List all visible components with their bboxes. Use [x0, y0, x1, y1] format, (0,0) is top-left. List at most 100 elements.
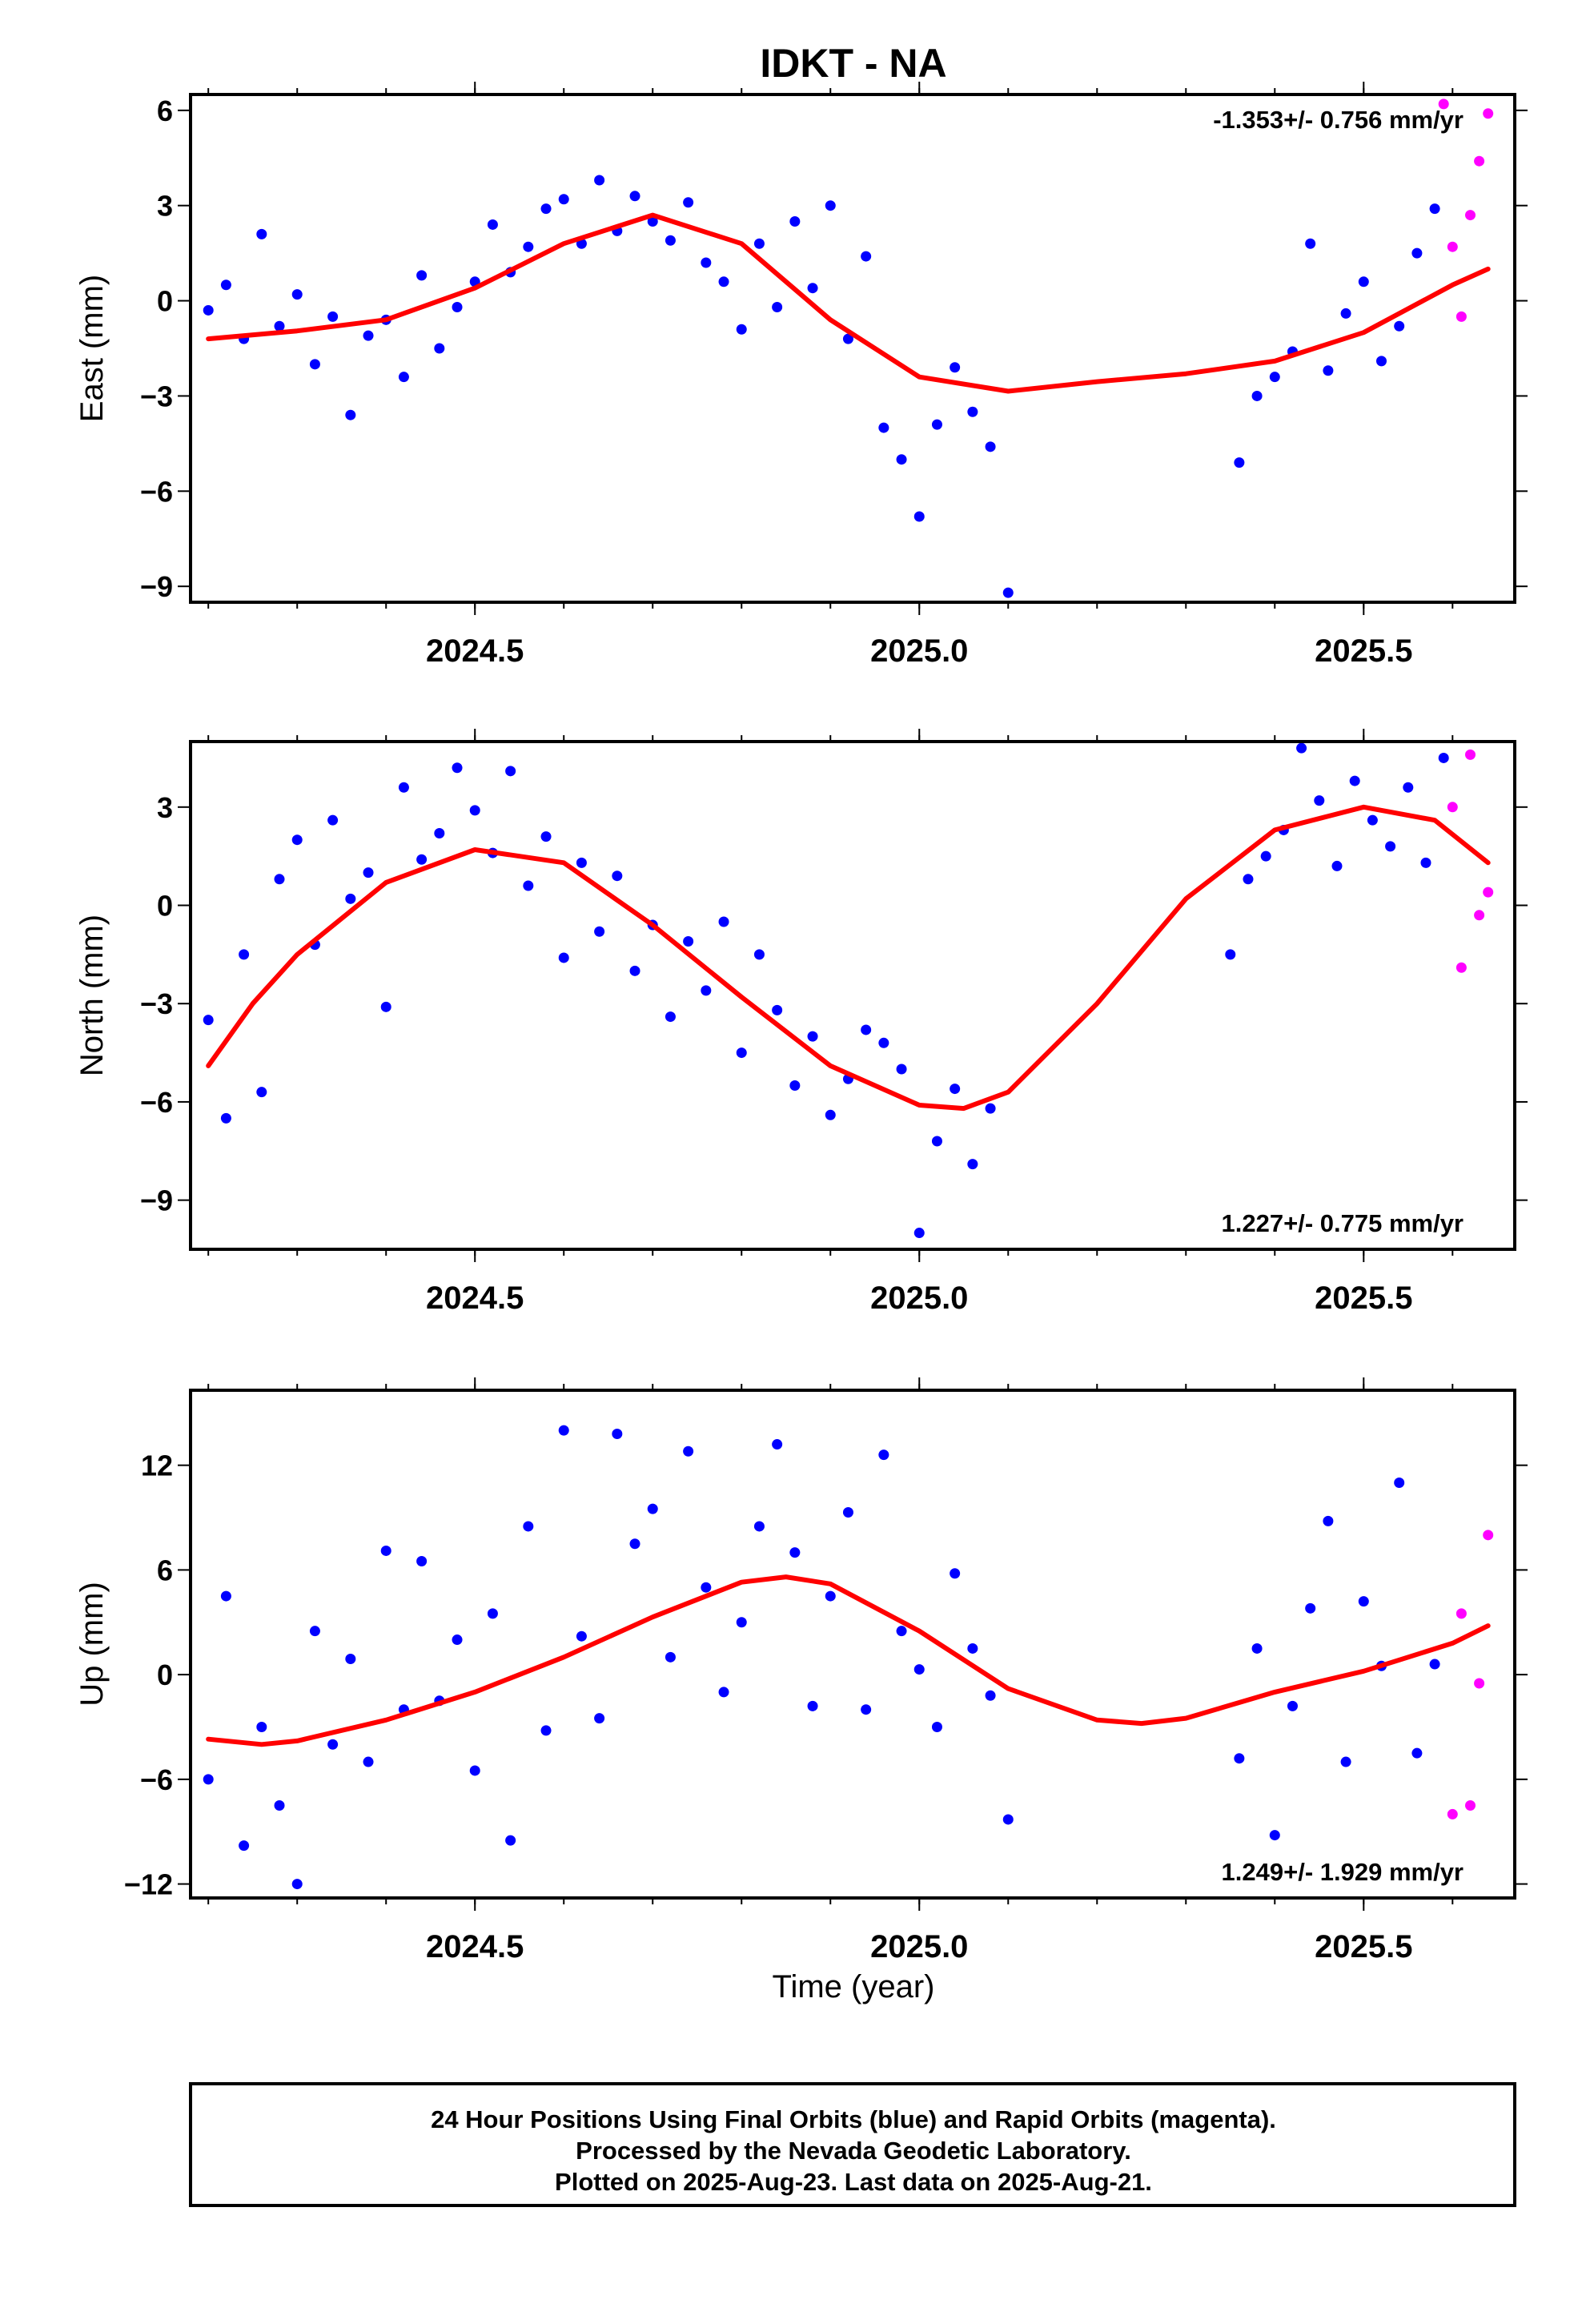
final-point — [291, 834, 303, 846]
final-point — [1411, 247, 1423, 259]
final-point — [416, 270, 428, 281]
panel-2: 2024.5 2025.0 2025.5 3 0 −3 −6 −9 North (mm) 1.22… — [74, 729, 1528, 1316]
final-point — [718, 276, 729, 287]
final-point — [842, 1507, 853, 1518]
final-point — [380, 1545, 391, 1556]
final-point — [1429, 1659, 1440, 1670]
final-point — [878, 422, 889, 433]
final-point — [594, 1713, 605, 1724]
data-points — [203, 742, 1494, 1239]
final-point — [789, 216, 801, 227]
final-point — [1394, 1477, 1405, 1488]
final-point — [950, 1568, 961, 1579]
final-point — [683, 197, 694, 208]
y-tick-label: −3 — [140, 987, 173, 1020]
rapid-point — [1474, 910, 1485, 921]
final-point — [701, 985, 712, 996]
final-point — [256, 1087, 267, 1098]
final-point — [931, 1136, 942, 1147]
final-point — [1429, 203, 1440, 215]
final-point — [1234, 457, 1245, 468]
final-point — [1331, 860, 1343, 871]
final-point — [239, 1840, 250, 1852]
final-point — [736, 1617, 747, 1628]
rapid-point — [1456, 1608, 1467, 1619]
final-point — [434, 343, 445, 354]
final-point — [896, 1063, 907, 1075]
final-point — [1002, 587, 1014, 598]
final-point — [256, 1721, 267, 1732]
plot-frame — [189, 740, 1516, 1251]
fit-line — [206, 1574, 1491, 1747]
y-tick-label: −6 — [140, 1086, 173, 1119]
final-point — [950, 362, 961, 373]
final-point — [540, 1725, 552, 1736]
final-point — [665, 235, 676, 246]
final-point — [1251, 1642, 1263, 1654]
fit-line — [206, 804, 1491, 1112]
final-point — [239, 949, 250, 960]
final-point — [523, 241, 534, 252]
final-point — [665, 1011, 676, 1023]
final-point — [825, 1109, 836, 1120]
final-point — [220, 1590, 231, 1602]
final-point — [558, 194, 569, 205]
final-point — [1394, 320, 1405, 332]
final-point — [327, 311, 339, 322]
final-point — [274, 874, 285, 885]
final-point — [1358, 276, 1369, 287]
final-point — [594, 175, 605, 186]
final-point — [701, 257, 712, 268]
y-axis-label: North (mm) — [74, 915, 110, 1076]
final-point — [825, 1590, 836, 1602]
final-point — [416, 854, 428, 865]
final-point — [1323, 365, 1334, 376]
final-point — [203, 304, 214, 316]
final-point — [363, 1756, 374, 1767]
final-point — [612, 1428, 623, 1439]
final-point — [1403, 782, 1414, 793]
final-point — [736, 1047, 747, 1059]
final-point — [985, 1103, 996, 1114]
rapid-point — [1483, 108, 1494, 119]
final-point — [1269, 372, 1280, 383]
final-point — [1305, 1602, 1316, 1614]
final-point — [398, 372, 409, 383]
final-point — [683, 936, 694, 947]
final-point — [1251, 390, 1263, 401]
final-point — [896, 454, 907, 465]
final-point — [913, 1664, 925, 1675]
x-tick-label: 2024.5 — [426, 1281, 524, 1316]
final-point — [629, 1538, 640, 1550]
final-point — [967, 406, 978, 417]
final-point — [612, 870, 623, 882]
panels-group: 2024.5 2025.0 2025.5 6 3 0 −3 −6 −9 East (mm) -1.3… — [74, 82, 1528, 1964]
rapid-point — [1438, 99, 1449, 110]
final-point — [807, 1031, 818, 1042]
rapid-point — [1456, 962, 1467, 973]
final-point — [274, 320, 285, 332]
final-point — [878, 1037, 889, 1048]
final-point — [309, 1626, 320, 1637]
rate-annotation: 1.249+/- 1.929 mm/yr — [1222, 1858, 1464, 1886]
x-tick-label: 2024.5 — [426, 633, 524, 669]
final-point — [647, 216, 658, 227]
rapid-point — [1447, 241, 1458, 252]
final-point — [416, 1556, 428, 1567]
final-point — [291, 1879, 303, 1890]
final-point — [274, 1800, 285, 1811]
final-point — [203, 1774, 214, 1785]
final-point — [345, 893, 356, 904]
final-point — [913, 511, 925, 522]
final-point — [309, 359, 320, 370]
final-point — [540, 203, 552, 215]
final-point — [736, 324, 747, 335]
final-point — [772, 1004, 783, 1015]
x-tick-label: 2025.5 — [1315, 1281, 1412, 1316]
final-point — [220, 279, 231, 291]
rapid-point — [1447, 802, 1458, 813]
rate-annotation: 1.227+/- 0.775 mm/yr — [1222, 1209, 1464, 1237]
final-point — [665, 1651, 676, 1663]
final-point — [931, 1721, 942, 1732]
